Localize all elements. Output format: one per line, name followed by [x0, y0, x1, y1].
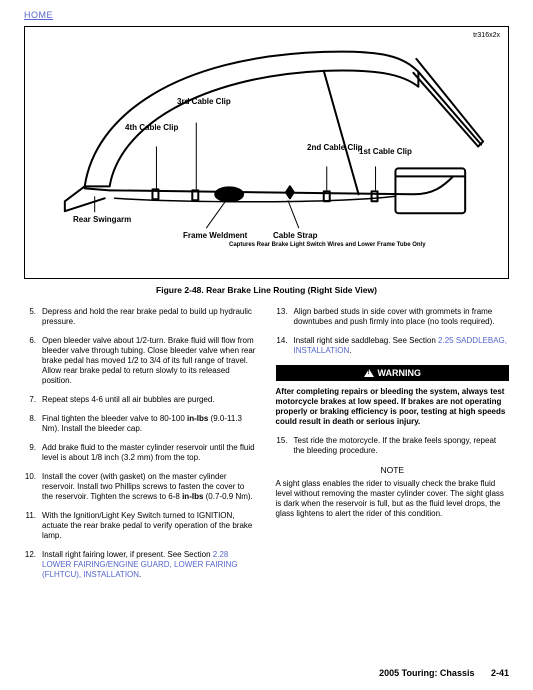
- callout-strap-sub: Captures Rear Brake Light Switch Wires a…: [229, 242, 426, 249]
- step-item: 12.Install right fairing lower, if prese…: [24, 550, 258, 580]
- step-number: 10.: [24, 472, 42, 502]
- step-number: 6.: [24, 336, 42, 386]
- step-item: 10.Install the cover (with gasket) on th…: [24, 472, 258, 502]
- body-columns: 5.Depress and hold the rear brake pedal …: [24, 307, 509, 589]
- left-column: 5.Depress and hold the rear brake pedal …: [24, 307, 258, 589]
- warning-text: After completing repairs or bleeding the…: [276, 387, 510, 427]
- step-text: Align barbed studs in side cover with gr…: [294, 307, 510, 327]
- step-number: 9.: [24, 443, 42, 463]
- step-text: With the Ignition/Light Key Switch turne…: [42, 511, 258, 541]
- home-link[interactable]: HOME: [24, 10, 509, 20]
- callout-strap: Cable Strap: [273, 231, 317, 240]
- step-text: Open bleeder valve about 1/2-turn. Brake…: [42, 336, 258, 386]
- cross-ref[interactable]: 2.25 SADDLEBAG, INSTALLATION: [294, 336, 507, 355]
- note-body: A sight glass enables the rider to visua…: [276, 479, 510, 519]
- right-column: 13.Align barbed studs in side cover with…: [276, 307, 510, 589]
- left-steps: 5.Depress and hold the rear brake pedal …: [24, 307, 258, 580]
- callout-clip3: 3rd Cable Clip: [177, 97, 231, 106]
- callout-clip4: 4th Cable Clip: [125, 123, 178, 132]
- step-item: 9.Add brake fluid to the master cylinder…: [24, 443, 258, 463]
- figure-box: tr316x2x: [24, 26, 509, 279]
- right-steps-b: 15.Test ride the motorcycle. If the brak…: [276, 436, 510, 456]
- step-text: Install right fairing lower, if present.…: [42, 550, 258, 580]
- step-text: Depress and hold the rear brake pedal to…: [42, 307, 258, 327]
- step-number: 5.: [24, 307, 42, 327]
- step-text: Add brake fluid to the master cylinder r…: [42, 443, 258, 463]
- warning-icon: [364, 369, 374, 377]
- warning-banner: WARNING: [276, 365, 510, 381]
- right-steps-a: 13.Align barbed studs in side cover with…: [276, 307, 510, 356]
- page-footer: 2005 Touring: Chassis 2-41: [379, 668, 509, 678]
- callout-clip1: 1st Cable Clip: [359, 147, 412, 156]
- footer-page: 2-41: [491, 668, 509, 678]
- step-number: 12.: [24, 550, 42, 580]
- step-number: 8.: [24, 414, 42, 434]
- step-item: 5.Depress and hold the rear brake pedal …: [24, 307, 258, 327]
- callout-swingarm: Rear Swingarm: [73, 215, 131, 224]
- warning-label: WARNING: [378, 368, 422, 378]
- step-number: 11.: [24, 511, 42, 541]
- callout-weldment: Frame Weldment: [183, 231, 247, 240]
- step-text: Install right side saddlebag. See Sectio…: [294, 336, 510, 356]
- step-item: 11.With the Ignition/Light Key Switch tu…: [24, 511, 258, 541]
- step-number: 7.: [24, 395, 42, 405]
- step-item: 13.Align barbed studs in side cover with…: [276, 307, 510, 327]
- cross-ref[interactable]: 2.28 LOWER FAIRING/ENGINE GUARD, LOWER F…: [42, 550, 238, 579]
- step-text: Test ride the motorcycle. If the brake f…: [294, 436, 510, 456]
- step-number: 13.: [276, 307, 294, 327]
- step-item: 6.Open bleeder valve about 1/2-turn. Bra…: [24, 336, 258, 386]
- step-number: 15.: [276, 436, 294, 456]
- step-number: 14.: [276, 336, 294, 356]
- figure-caption: Figure 2-48. Rear Brake Line Routing (Ri…: [24, 285, 509, 295]
- footer-book: 2005 Touring: Chassis: [379, 668, 474, 678]
- note-heading: NOTE: [276, 465, 510, 475]
- step-text: Install the cover (with gasket) on the m…: [42, 472, 258, 502]
- step-item: 14.Install right side saddlebag. See Sec…: [276, 336, 510, 356]
- callout-clip2: 2nd Cable Clip: [307, 143, 363, 152]
- step-text: Repeat steps 4-6 until all air bubbles a…: [42, 395, 258, 405]
- step-item: 7.Repeat steps 4-6 until all air bubbles…: [24, 395, 258, 405]
- step-item: 15.Test ride the motorcycle. If the brak…: [276, 436, 510, 456]
- step-text: Final tighten the bleeder valve to 80-10…: [42, 414, 258, 434]
- step-item: 8.Final tighten the bleeder valve to 80-…: [24, 414, 258, 434]
